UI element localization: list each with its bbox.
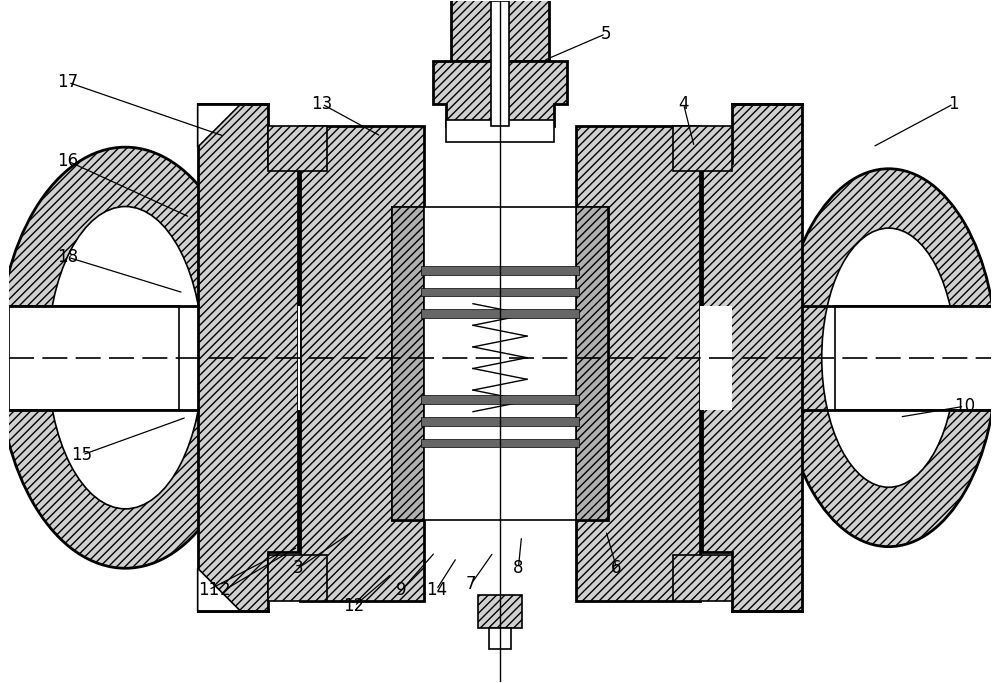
Bar [700, 306, 732, 410]
Bar [489, 628, 511, 650]
Bar [421, 438, 579, 447]
Polygon shape [198, 104, 241, 147]
Bar [424, 217, 576, 304]
Text: 13: 13 [311, 95, 332, 113]
Bar [392, 206, 424, 520]
Text: 8: 8 [513, 559, 524, 577]
Text: 10: 10 [954, 398, 975, 415]
Polygon shape [198, 568, 241, 611]
Bar [421, 417, 579, 426]
Bar [835, 306, 1000, 410]
Text: 6: 6 [611, 559, 622, 577]
Text: 14: 14 [426, 581, 447, 599]
Text: 4: 4 [678, 95, 689, 113]
Bar [421, 309, 579, 318]
Text: 18: 18 [58, 249, 79, 266]
Text: 15: 15 [72, 446, 93, 464]
Bar [421, 288, 579, 296]
Bar [491, 1, 509, 126]
Bar [421, 395, 579, 404]
Text: 5: 5 [601, 25, 611, 43]
Bar [478, 595, 522, 628]
Bar [421, 266, 579, 275]
Bar [673, 126, 732, 171]
Bar [268, 555, 327, 600]
Polygon shape [576, 126, 700, 600]
Ellipse shape [822, 228, 956, 487]
Text: 3: 3 [293, 559, 303, 577]
Bar [424, 412, 576, 498]
Ellipse shape [0, 147, 253, 568]
Text: 11: 11 [198, 581, 219, 599]
Text: 9: 9 [396, 581, 407, 599]
Polygon shape [198, 104, 298, 611]
Ellipse shape [48, 206, 203, 509]
Text: 12: 12 [344, 597, 365, 615]
Text: 7: 7 [466, 576, 476, 594]
Bar [298, 306, 300, 410]
Bar [576, 206, 608, 520]
Text: 2: 2 [219, 581, 230, 599]
Bar [9, 306, 179, 410]
Text: 17: 17 [58, 73, 79, 92]
Bar [446, 120, 554, 142]
Polygon shape [433, 61, 567, 126]
Bar [424, 206, 576, 520]
Bar [673, 555, 732, 600]
Text: 1: 1 [948, 95, 959, 113]
Polygon shape [702, 104, 802, 611]
Bar [268, 126, 327, 171]
Text: 16: 16 [58, 152, 79, 170]
Polygon shape [300, 126, 424, 600]
Ellipse shape [781, 169, 997, 546]
Bar [451, 0, 549, 61]
